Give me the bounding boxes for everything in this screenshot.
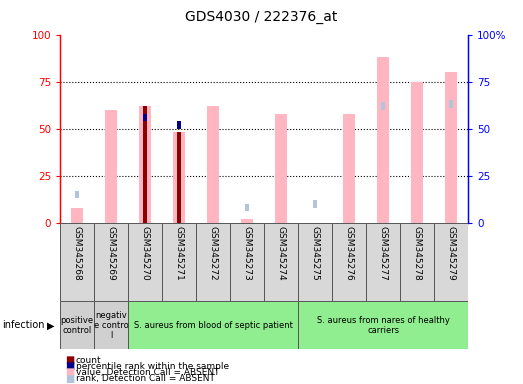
Text: GSM345272: GSM345272 [209,226,218,280]
Text: rank, Detection Call = ABSENT: rank, Detection Call = ABSENT [76,374,215,383]
Bar [94,223,128,301]
Bar [241,219,253,223]
Bar [128,301,298,349]
Bar [377,57,389,223]
Bar [445,72,457,223]
Bar [245,204,249,212]
Bar [381,102,385,110]
Text: count: count [76,356,101,365]
Bar [343,114,355,223]
Text: value, Detection Call = ABSENT: value, Detection Call = ABSENT [76,368,219,377]
Bar [366,223,400,301]
Text: percentile rank within the sample: percentile rank within the sample [76,362,229,371]
Text: ▶: ▶ [47,320,54,331]
Text: GSM345274: GSM345274 [277,226,286,280]
Bar [207,106,219,223]
Bar [71,208,83,223]
Text: GSM345273: GSM345273 [243,226,252,281]
Text: GDS4030 / 222376_at: GDS4030 / 222376_at [185,10,338,23]
Text: ■: ■ [65,367,75,377]
Bar [143,114,147,121]
Text: ■: ■ [65,374,75,384]
Text: GSM345268: GSM345268 [73,226,82,281]
Bar [139,106,151,223]
Text: GSM345271: GSM345271 [175,226,184,281]
Text: GSM345279: GSM345279 [447,226,456,281]
Bar [196,223,230,301]
Bar [449,101,453,108]
Bar [60,301,94,349]
Text: GSM345276: GSM345276 [345,226,354,281]
Text: infection: infection [3,320,45,331]
Text: S. aureus from blood of septic patient: S. aureus from blood of septic patient [134,321,292,330]
Bar [400,223,434,301]
Text: ■: ■ [65,361,75,371]
Bar [143,106,147,223]
Bar [128,223,162,301]
Bar [264,223,298,301]
Text: GSM345275: GSM345275 [311,226,320,281]
Text: GSM345277: GSM345277 [379,226,388,281]
Bar [332,223,366,301]
Text: negativ
e contro
l: negativ e contro l [94,311,129,340]
Bar [75,191,79,198]
Bar [275,114,287,223]
Bar [230,223,264,301]
Bar [177,132,181,223]
Bar [177,121,181,129]
Text: GSM345278: GSM345278 [413,226,422,281]
Bar [60,223,94,301]
Bar [298,301,468,349]
Text: ■: ■ [65,355,75,365]
Bar [411,82,423,223]
Bar [162,223,196,301]
Text: positive
control: positive control [61,316,94,335]
Bar [94,301,128,349]
Bar [173,132,185,223]
Text: GSM345269: GSM345269 [107,226,116,281]
Bar [298,223,332,301]
Text: GSM345270: GSM345270 [141,226,150,281]
Bar [313,200,317,208]
Bar [434,223,468,301]
Bar [105,110,117,223]
Text: S. aureus from nares of healthy
carriers: S. aureus from nares of healthy carriers [316,316,450,335]
